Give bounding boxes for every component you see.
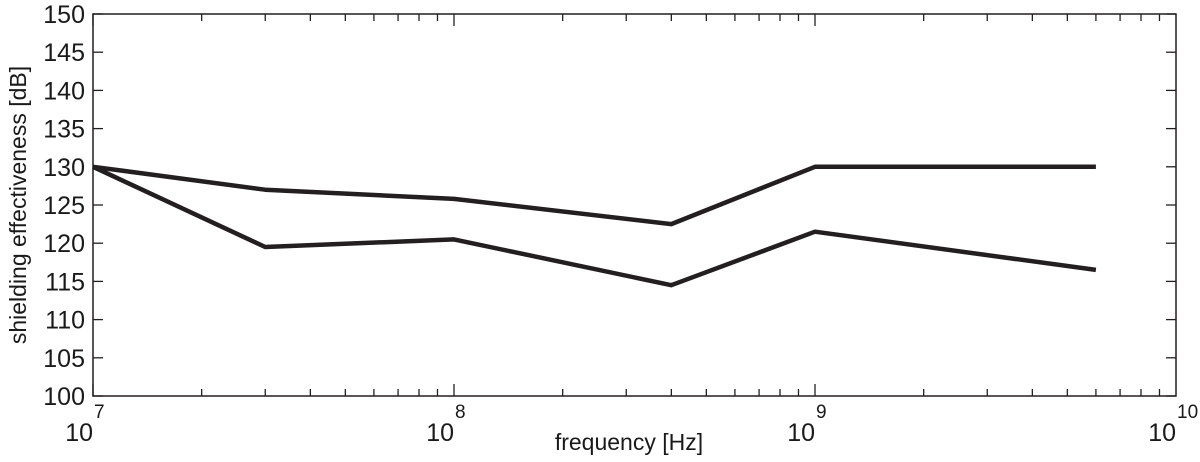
plot-frame [92,13,1177,397]
y-axis-label: shielding effectiveness [dB] [5,66,31,344]
y-tick-label: 105 [43,345,85,373]
x-tick-label: 108 [426,402,465,447]
series-line-2 [92,164,1097,288]
y-tick-label: 145 [43,39,85,67]
y-tick-label: 130 [43,154,85,182]
x-tick-base: 10 [65,419,93,447]
x-tick-base: 10 [787,419,815,447]
x-tick-exponent: 8 [455,402,466,423]
x-tick-base: 10 [1148,419,1176,447]
series-lines [92,164,1097,288]
y-tick-label: 100 [43,383,85,411]
y-tick-label: 115 [45,268,85,296]
x-tick-exponent: 7 [94,402,105,423]
y-tick-label: 110 [45,307,85,335]
x-axis-label: frequency [Hz] [555,429,703,455]
x-tick-exponent: 9 [816,402,827,423]
x-tick-base: 10 [426,419,454,447]
y-tick-label: 140 [43,77,85,105]
axis-ticks [92,13,1176,397]
y-tick-label: 120 [43,230,85,258]
x-tick-exponent: 10 [1177,402,1198,423]
y-tick-label: 135 [43,116,85,144]
series-line-1 [92,164,1096,227]
y-tick-label: 150 [43,1,85,29]
y-tick-label: 125 [43,192,85,220]
x-tick-label: 109 [787,402,826,447]
x-tick-label: 107 [65,402,104,447]
y-tick-labels: 100 105 110 115 120 125 130 135 140 145 150 [43,1,85,411]
